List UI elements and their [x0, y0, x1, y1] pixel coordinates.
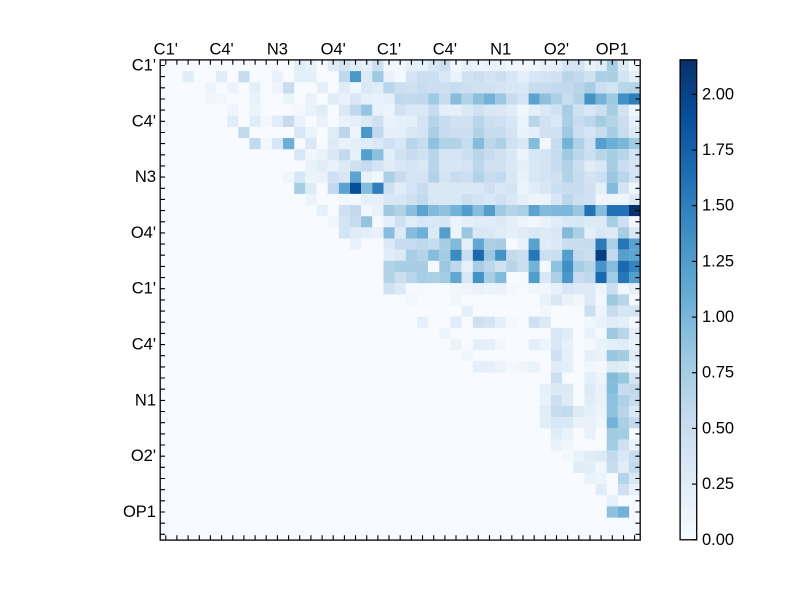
svg-text:N3: N3	[267, 40, 288, 58]
svg-text:C4': C4'	[132, 336, 156, 354]
svg-text:N3: N3	[135, 168, 156, 186]
svg-text:O2': O2'	[131, 447, 156, 465]
svg-text:1.25: 1.25	[702, 252, 734, 270]
svg-text:OP1: OP1	[596, 40, 629, 58]
svg-text:O2': O2'	[544, 40, 569, 58]
svg-text:N1: N1	[135, 391, 156, 409]
svg-text:O4': O4'	[321, 40, 346, 58]
svg-text:2.00: 2.00	[702, 85, 734, 103]
svg-text:O4': O4'	[131, 224, 156, 242]
svg-text:C1': C1'	[132, 280, 156, 298]
svg-text:OP1: OP1	[123, 503, 156, 521]
svg-text:C4': C4'	[209, 40, 233, 58]
svg-text:0.00: 0.00	[702, 531, 734, 549]
svg-text:0.75: 0.75	[702, 364, 734, 382]
svg-text:0.50: 0.50	[702, 419, 734, 437]
svg-text:C1': C1'	[132, 57, 156, 75]
svg-text:0.25: 0.25	[702, 475, 734, 493]
svg-text:N1: N1	[490, 40, 511, 58]
svg-text:1.50: 1.50	[702, 197, 734, 215]
svg-text:1.00: 1.00	[702, 308, 734, 326]
svg-text:1.75: 1.75	[702, 141, 734, 159]
svg-text:C4': C4'	[132, 112, 156, 130]
svg-text:C1': C1'	[154, 40, 178, 58]
svg-text:C1': C1'	[377, 40, 401, 58]
svg-text:C4': C4'	[433, 40, 457, 58]
